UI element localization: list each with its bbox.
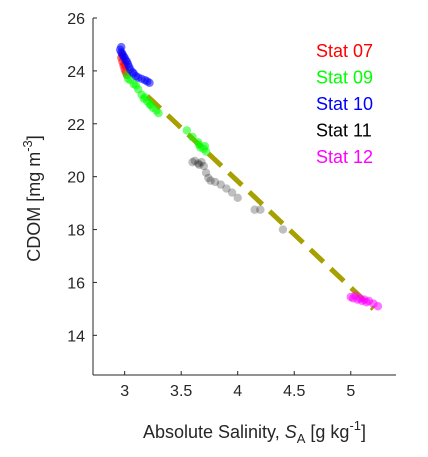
axes-layer xyxy=(92,18,396,376)
x-tick-label: 5 xyxy=(346,383,355,400)
x-tick-label: 3 xyxy=(120,383,129,400)
y-axis-label: CDOM [mg m-3] xyxy=(20,135,44,262)
data-point-stat-11 xyxy=(188,157,197,167)
data-point-stat-10 xyxy=(145,78,154,87)
data-point-stat-09 xyxy=(200,142,210,151)
fit-line xyxy=(145,94,376,311)
data-point-stat-11 xyxy=(193,159,203,168)
data-point-stat-11 xyxy=(222,184,231,193)
y-tick-label: 24 xyxy=(67,64,85,81)
legend-entry: Stat 09 xyxy=(316,68,373,88)
data-point-stat-11 xyxy=(278,225,288,234)
data-point-stat-09 xyxy=(182,126,192,135)
data-point-stat-11 xyxy=(190,156,199,165)
data-point-stat-09 xyxy=(140,93,150,102)
legend-entry: Stat 11 xyxy=(316,121,372,141)
y-tick-label: 20 xyxy=(67,170,85,187)
data-point-stat-11 xyxy=(204,173,213,183)
ticks-layer: 3 3.5 4 4.5 5 14 16 18 20 22 24 26 xyxy=(67,11,355,400)
points-layer xyxy=(115,42,383,311)
x-axis-label: Absolute Salinity, SA [g kg-1] xyxy=(143,418,366,446)
data-point-stat-11 xyxy=(256,205,265,214)
data-point-stat-11 xyxy=(227,188,237,197)
legend: Stat 07 Stat 09 Stat 10 Stat 11 Stat 12 xyxy=(316,41,373,167)
y-tick-label: 14 xyxy=(67,328,85,345)
data-point-stat-11 xyxy=(197,157,206,167)
legend-entry: Stat 10 xyxy=(316,94,373,114)
x-tick-label: 4 xyxy=(233,383,242,400)
data-point-stat-09 xyxy=(154,109,163,118)
data-point-stat-10 xyxy=(117,42,126,52)
data-point-stat-11 xyxy=(250,205,259,214)
data-point-stat-11 xyxy=(199,161,208,171)
legend-entry: Stat 12 xyxy=(316,147,373,167)
data-point-stat-11 xyxy=(195,160,204,169)
y-tick-label: 18 xyxy=(67,223,85,240)
x-tick-label: 4.5 xyxy=(283,383,305,400)
data-point-stat-12 xyxy=(373,302,383,311)
y-tick-label: 16 xyxy=(67,275,85,292)
data-point-stat-09 xyxy=(146,101,155,110)
data-point-stat-11 xyxy=(210,177,220,187)
y-tick-label: 26 xyxy=(67,11,85,28)
fit-line-layer xyxy=(145,94,376,311)
data-point-stat-11 xyxy=(206,176,215,185)
data-point-stat-09 xyxy=(188,132,197,142)
y-tick-label: 22 xyxy=(67,117,85,134)
data-point-stat-11 xyxy=(216,180,225,189)
legend-entry: Stat 07 xyxy=(316,41,373,61)
data-point-stat-11 xyxy=(201,168,211,177)
x-tick-label: 3.5 xyxy=(170,383,192,400)
data-point-stat-11 xyxy=(233,193,242,203)
